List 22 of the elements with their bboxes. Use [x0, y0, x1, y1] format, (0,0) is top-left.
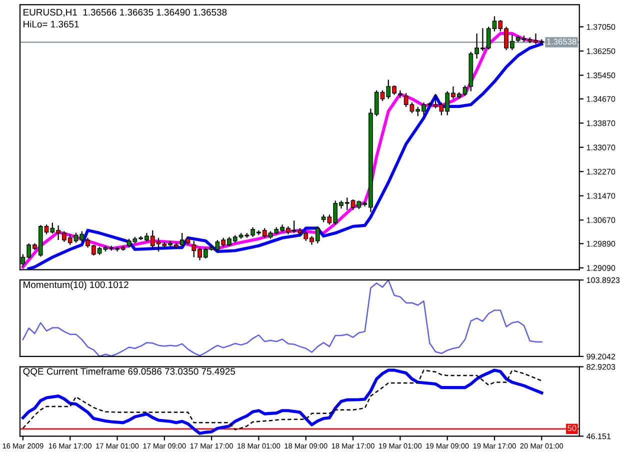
y-tick-label: 82.9203: [586, 364, 616, 370]
y-tick-label: 1.30670: [586, 217, 616, 224]
chart-title: EURUSD,H1 1.36566 1.36635 1.36490 1.36538: [24, 8, 227, 17]
chart-title: QQE Current Timeframe 69.0586 73.0350 75.4925: [23, 368, 236, 376]
y-tick-label: 99.2042: [586, 354, 616, 360]
y-tick-label: 1.32270: [586, 168, 616, 175]
text: HiLo= 1.3651: [24, 20, 79, 28]
y-tick-label: 1.29090: [586, 265, 616, 271]
ref-line-label: 50: [568, 425, 576, 432]
y-tick-label: 1.37050: [586, 24, 616, 30]
y-tick-label: 1.33870: [586, 120, 616, 126]
y-tick-label: 46.151: [586, 433, 611, 440]
y-tick-label: 1.29890: [586, 240, 616, 247]
y-tick-label: 1.36250: [586, 48, 616, 54]
y-tick-label: 1.33070: [586, 144, 616, 150]
chart-title: Momentum(10) 100.1012: [24, 281, 128, 290]
y-tick-label: 1.31470: [586, 193, 616, 199]
ref-line-label: 1.36538: [547, 38, 576, 45]
line-series: [22, 280, 542, 356]
y-tick-label: 1.35450: [586, 72, 616, 78]
y-tick-label: 103.8923: [586, 277, 620, 283]
y-tick-label: 1.34670: [586, 96, 616, 102]
